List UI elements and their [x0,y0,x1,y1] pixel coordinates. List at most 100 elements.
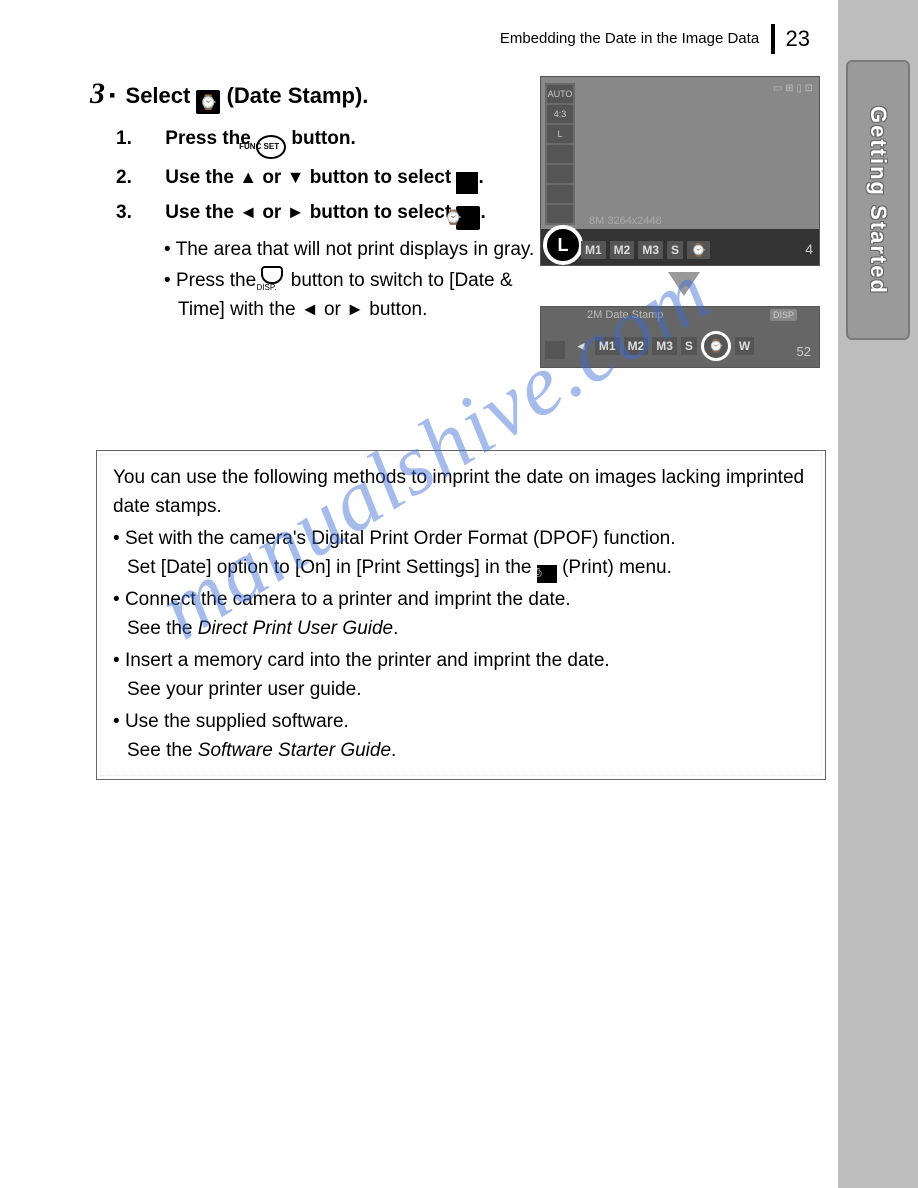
note-ital: Software Starter Guide [198,740,391,761]
shot-item: M3 [652,337,677,355]
up-arrow-icon: ▲ [239,167,257,187]
left-arrow-icon: ◄ [239,202,257,222]
bullet-text: Press the [176,270,256,291]
note-ital: Direct Print User Guide [198,618,393,639]
substep-text: or [262,202,281,223]
shot1-side-item: L [547,125,573,143]
right-arrow-icon: ► [287,202,305,222]
note-text: See the [127,618,198,639]
bullet-2: • Press the DISP. button to switch to [D… [164,266,544,324]
note-text: Insert a memory card into the printer an… [125,650,610,671]
shot1-resolution: 8M 3264x2448 [589,215,662,227]
note-text: Set with the camera's Digital Print Orde… [125,528,676,549]
down-triangle-icon [668,272,700,296]
substep-num: 2. [140,163,160,192]
left-arrow-icon: ◄ [301,299,319,319]
note-text: Set [Date] option to [On] in [Print Sett… [127,557,532,578]
shot-item: W [735,337,754,355]
shot1-side-item [547,145,573,163]
substep-text: button. [291,128,355,149]
substep-1: 1. Press the FUNC SET button. [140,124,540,159]
note-text: (Print) menu. [562,557,672,578]
l-size-icon: L [456,172,478,194]
substep-text: . [478,167,483,188]
sidebar-column: Getting Started [838,0,918,1188]
bullet-1: • The area that will not print displays … [164,236,544,265]
shot-item: M2 [624,337,649,355]
bullet-text: The area that will not print displays in… [176,239,535,260]
left-arrow-icon: ◄ [571,337,591,355]
info-bullets: • The area that will not print displays … [164,236,544,325]
substep-text: button to [310,202,392,223]
right-arrow-icon: ► [346,299,364,319]
shot1-top-icons: ▭ ⊞ ▯ ⊡ [773,83,813,94]
print-menu-icon: ⎙ [537,565,557,583]
substep-num: 1. [140,124,160,153]
camera-lcd-screenshot-2: 2M Date Stamp DISP ◄ M1 M2 M3 S ⌚ W 52 [540,306,820,368]
note-text: Use the supplied software. [125,711,349,732]
note-item-4: • Use the supplied software. See the Sof… [113,707,809,766]
shot-item: M1 [581,241,606,259]
shot1-side-item: AUTO [547,85,573,103]
shot1-side-item [547,185,573,203]
disp-button-icon: DISP. [261,266,285,292]
shot-item: M3 [638,241,663,259]
substep-list: 1. Press the FUNC SET button. 2. Use the… [140,124,540,229]
substep-text: Use the [165,167,234,188]
substep-text: Use the [165,202,234,223]
shot1-side-item: 4:3 [547,105,573,123]
substep-2: 2. Use the ▲ or ▼ button to select L. [140,163,540,194]
date-stamp-icon: ⌚ [456,206,480,230]
note-text: . [393,618,398,639]
shot1-sidebar: AUTO 4:3 L [545,83,575,225]
shot1-side-item [547,165,573,183]
note-intro: You can use the following methods to imp… [113,463,809,522]
shot2-selected-circle: ⌚ [701,331,731,361]
substep-text: select [397,202,451,223]
page-number: 23 [786,26,810,51]
note-text: Connect the camera to a printer and impr… [125,589,571,610]
side-tab: Getting Started [846,60,910,340]
step-post: (Date Stamp). [227,83,369,108]
shot1-count: 4 [805,241,813,257]
shot1-selected-circle: L [543,225,583,265]
date-stamp-icon: ⌚ [196,90,220,114]
note-text: . [391,740,396,761]
shot-item: ⌚ [687,241,710,259]
shot-item: S [681,337,697,355]
substep-text: Press the [165,128,251,149]
side-tab-label: Getting Started [865,106,891,295]
down-arrow-icon: ▼ [287,167,305,187]
substep-num: 3. [140,198,160,227]
func-set-button-icon: FUNC SET [256,135,286,159]
shot2-disp-badge: DISP [770,309,797,321]
bullet-text: button. [369,299,427,320]
shot-item: M2 [610,241,635,259]
shot2-title: 2M Date Stamp [587,309,663,321]
shot2-items: ◄ M1 M2 M3 S ⌚ W [571,331,754,361]
substep-3: 3. Use the ◄ or ► button to select ⌚. [140,198,540,230]
header-divider [771,24,775,54]
shot-item: M1 [595,337,620,355]
shot2-count: 52 [797,344,811,359]
note-item-2: • Connect the camera to a printer and im… [113,585,809,644]
shot-item: S [667,241,683,259]
header-title: Embedding the Date in the Image Data [500,30,759,47]
bullet-text: or [324,299,341,320]
step-number: 3 [90,77,105,110]
substep-text: . [480,202,485,223]
note-item-3: • Insert a memory card into the printer … [113,646,809,705]
shot2-left-icon [545,341,565,359]
step-dot: ▪ [109,85,115,105]
page-header: Embedding the Date in the Image Data 23 [0,24,830,54]
substep-text: button to select [310,167,451,188]
note-text: See the [127,740,198,761]
shot1-side-item [547,205,573,223]
main-content: 3▪ Select ⌚ (Date Stamp). 1. Press the F… [90,76,820,326]
shot1-size-items: M1 M2 M3 S ⌚ [581,241,710,259]
note-text: See your printer user guide. [127,679,361,700]
camera-lcd-screenshot-1: AUTO 4:3 L ▭ ⊞ ▯ ⊡ 8M 3264x2448 L M1 M2 … [540,76,820,266]
note-box: You can use the following methods to imp… [96,450,826,780]
note-item-1: • Set with the camera's Digital Print Or… [113,524,809,583]
substep-text: or [262,167,281,188]
